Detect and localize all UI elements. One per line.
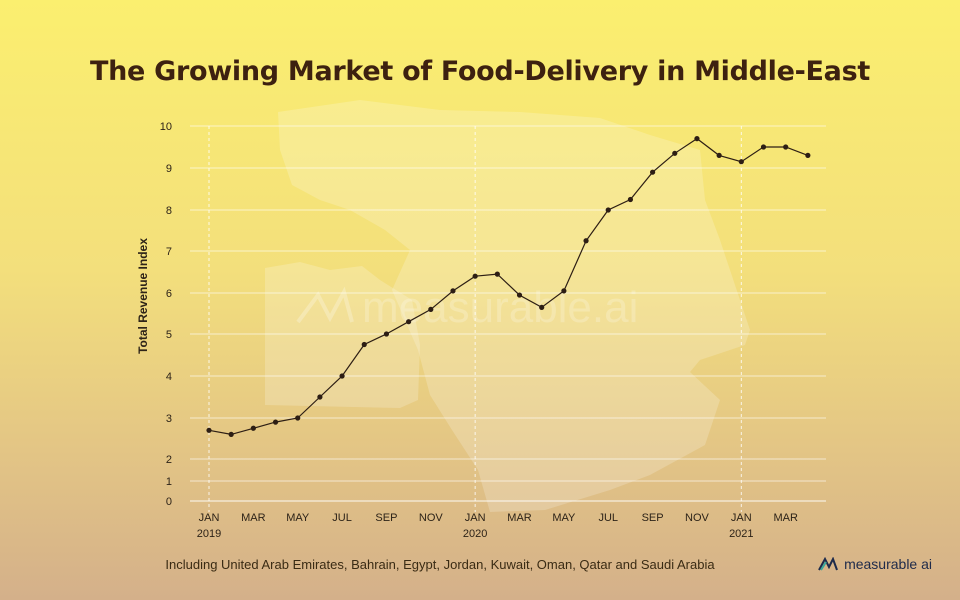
measurable-ai-logo-icon (818, 557, 839, 571)
x-tick-label: JAN (465, 512, 486, 524)
x-tick-label: NOV (685, 512, 710, 524)
y-tick-label: 3 (166, 413, 172, 425)
data-point (561, 288, 567, 294)
x-tick-year-label: 2020 (463, 528, 487, 540)
y-tick-label: 0 (166, 496, 172, 508)
data-point (650, 169, 656, 175)
x-tick-label: JAN (731, 512, 752, 524)
x-tick-label: MAR (241, 512, 266, 524)
x-tick-label: MAY (552, 512, 576, 524)
x-tick-label: JUL (332, 512, 352, 524)
data-point (516, 292, 523, 298)
brand-name: measurable ai (844, 556, 932, 572)
data-point (339, 373, 345, 379)
x-tick-label: MAR (507, 512, 532, 524)
data-point (450, 288, 456, 294)
data-point (361, 341, 367, 348)
x-tick-label: JAN (199, 512, 220, 524)
chart-title: The Growing Market of Food-Delivery in M… (90, 56, 870, 87)
x-tick-year-label: 2019 (197, 528, 221, 540)
data-point (295, 415, 301, 421)
data-point (805, 152, 811, 158)
x-tick-label: SEP (375, 512, 397, 524)
y-tick-label: 9 (166, 163, 172, 175)
data-point (228, 431, 234, 437)
data-point (206, 427, 212, 433)
y-tick-label: 1 (166, 476, 172, 488)
y-tick-label: 8 (166, 205, 172, 217)
revenue-series (206, 136, 811, 437)
x-tick-label: SEP (642, 512, 664, 524)
brand-logo: measurable ai (818, 556, 932, 572)
data-point (539, 304, 545, 310)
y-axis-label: Total Revenue Index (136, 238, 150, 354)
data-point (383, 331, 390, 337)
caption-text: Including United Arab Emirates, Bahrain,… (165, 557, 715, 572)
x-tick-year-label: 2021 (729, 528, 753, 540)
y-tick-label: 5 (166, 329, 172, 341)
data-point (250, 425, 256, 431)
y-tick-label: 7 (166, 246, 172, 258)
data-point (494, 271, 500, 277)
data-point (272, 419, 279, 425)
y-tick-label: 10 (160, 121, 172, 133)
x-tick-label: MAR (773, 512, 798, 524)
x-axis-ticks: JAN 2019 MAR MAY JUL SEP NOV JAN 2020 MAR MAY JUL SE… (197, 512, 798, 540)
data-point (627, 196, 634, 203)
data-point (406, 319, 412, 325)
data-point (716, 152, 722, 158)
data-point (317, 394, 323, 400)
data-point (738, 159, 744, 165)
series-line (208, 137, 809, 436)
x-tick-label: JUL (598, 512, 618, 524)
data-point (672, 150, 678, 156)
year-divider-lines (208, 126, 742, 512)
caption: Including United Arab Emirates, Bahrain,… (0, 557, 960, 572)
data-point (428, 306, 434, 312)
data-point (783, 144, 789, 150)
gridlines (190, 125, 826, 502)
x-tick-label: MAY (286, 512, 310, 524)
data-point (694, 136, 700, 142)
y-tick-label: 6 (166, 288, 172, 300)
x-tick-label: NOV (419, 512, 444, 524)
data-point (583, 238, 589, 244)
data-point (472, 273, 478, 279)
watermark-logo-icon (296, 286, 354, 324)
y-tick-label: 4 (166, 371, 172, 383)
y-tick-label: 2 (166, 454, 172, 466)
y-axis-ticks: 0 1 2 3 4 5 6 7 8 9 10 (160, 121, 172, 508)
data-point (605, 207, 611, 213)
middle-east-map-background (265, 100, 750, 512)
data-point (760, 144, 767, 150)
